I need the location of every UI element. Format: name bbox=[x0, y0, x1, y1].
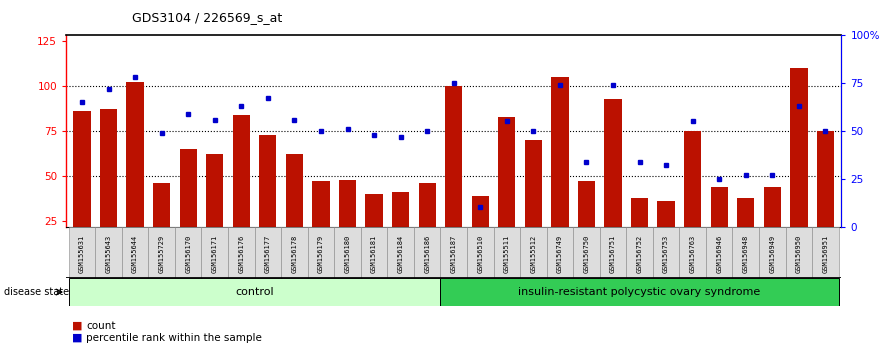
Bar bbox=[711, 187, 728, 266]
Text: GSM156184: GSM156184 bbox=[397, 234, 403, 273]
Bar bbox=[600, 227, 626, 278]
Bar bbox=[100, 109, 117, 266]
Bar bbox=[498, 116, 515, 266]
Bar bbox=[418, 183, 436, 266]
Bar bbox=[233, 115, 250, 266]
Text: GDS3104 / 226569_s_at: GDS3104 / 226569_s_at bbox=[132, 11, 283, 24]
Text: GSM156948: GSM156948 bbox=[743, 234, 749, 273]
Bar bbox=[790, 68, 808, 266]
Text: insulin-resistant polycystic ovary syndrome: insulin-resistant polycystic ovary syndr… bbox=[518, 287, 760, 297]
Bar bbox=[313, 182, 329, 266]
Bar bbox=[653, 227, 679, 278]
Text: control: control bbox=[235, 287, 274, 297]
Bar bbox=[95, 227, 122, 278]
Text: GSM155644: GSM155644 bbox=[132, 234, 138, 273]
Text: GSM156177: GSM156177 bbox=[265, 234, 270, 273]
Bar bbox=[334, 227, 361, 278]
Bar bbox=[684, 131, 701, 266]
Bar bbox=[392, 192, 410, 266]
Bar bbox=[388, 227, 414, 278]
Bar bbox=[817, 131, 834, 266]
Text: GSM156750: GSM156750 bbox=[583, 234, 589, 273]
Text: GSM156179: GSM156179 bbox=[318, 234, 324, 273]
Text: GSM156186: GSM156186 bbox=[424, 234, 430, 273]
Bar bbox=[520, 227, 546, 278]
Bar bbox=[546, 227, 574, 278]
Text: GSM155643: GSM155643 bbox=[106, 234, 112, 273]
Bar bbox=[445, 86, 463, 266]
Text: GSM156181: GSM156181 bbox=[371, 234, 377, 273]
Text: disease state: disease state bbox=[4, 287, 70, 297]
Text: GSM156510: GSM156510 bbox=[478, 234, 484, 273]
Bar bbox=[307, 227, 334, 278]
Bar bbox=[361, 227, 388, 278]
Bar bbox=[153, 183, 170, 266]
Bar bbox=[467, 227, 493, 278]
Text: GSM156950: GSM156950 bbox=[796, 234, 802, 273]
Bar bbox=[69, 227, 95, 278]
Bar bbox=[679, 227, 706, 278]
Bar bbox=[552, 77, 568, 266]
Bar bbox=[440, 278, 839, 306]
Bar bbox=[525, 140, 542, 266]
Bar bbox=[285, 154, 303, 266]
Bar bbox=[732, 227, 759, 278]
Bar bbox=[339, 180, 356, 266]
Text: GSM156751: GSM156751 bbox=[610, 234, 616, 273]
Bar bbox=[786, 227, 812, 278]
Bar bbox=[206, 154, 224, 266]
Bar bbox=[228, 227, 255, 278]
Text: GSM156752: GSM156752 bbox=[637, 234, 642, 273]
Bar bbox=[440, 227, 467, 278]
Bar bbox=[281, 227, 307, 278]
Text: GSM156176: GSM156176 bbox=[238, 234, 244, 273]
Bar bbox=[73, 111, 91, 266]
Bar bbox=[471, 196, 489, 266]
Bar bbox=[69, 278, 440, 306]
Bar bbox=[414, 227, 440, 278]
Bar bbox=[574, 227, 600, 278]
Text: ■: ■ bbox=[72, 321, 83, 331]
Text: percentile rank within the sample: percentile rank within the sample bbox=[86, 333, 263, 343]
Bar bbox=[706, 227, 732, 278]
Bar bbox=[493, 227, 520, 278]
Bar bbox=[657, 201, 675, 266]
Text: GSM156749: GSM156749 bbox=[557, 234, 563, 273]
Text: GSM156180: GSM156180 bbox=[344, 234, 351, 273]
Bar bbox=[122, 227, 148, 278]
Text: GSM156753: GSM156753 bbox=[663, 234, 670, 273]
Bar bbox=[812, 227, 839, 278]
Text: GSM156170: GSM156170 bbox=[185, 234, 191, 273]
Bar bbox=[259, 135, 277, 266]
Text: GSM156946: GSM156946 bbox=[716, 234, 722, 273]
Text: GSM155729: GSM155729 bbox=[159, 234, 165, 273]
Bar bbox=[202, 227, 228, 278]
Text: GSM156949: GSM156949 bbox=[769, 234, 775, 273]
Bar bbox=[255, 227, 281, 278]
Bar bbox=[604, 98, 622, 266]
Text: GSM156171: GSM156171 bbox=[211, 234, 218, 273]
Text: GSM156187: GSM156187 bbox=[451, 234, 456, 273]
Bar bbox=[759, 227, 786, 278]
Bar bbox=[180, 149, 196, 266]
Bar bbox=[127, 82, 144, 266]
Bar bbox=[631, 198, 648, 266]
Text: GSM156763: GSM156763 bbox=[690, 234, 696, 273]
Text: GSM156178: GSM156178 bbox=[292, 234, 298, 273]
Text: GSM155512: GSM155512 bbox=[530, 234, 537, 273]
Bar bbox=[175, 227, 202, 278]
Bar bbox=[764, 187, 781, 266]
Text: GSM155631: GSM155631 bbox=[79, 234, 85, 273]
Bar bbox=[578, 182, 595, 266]
Bar bbox=[148, 227, 175, 278]
Text: GSM155511: GSM155511 bbox=[504, 234, 510, 273]
Bar bbox=[626, 227, 653, 278]
Text: ■: ■ bbox=[72, 333, 83, 343]
Text: count: count bbox=[86, 321, 115, 331]
Bar bbox=[737, 198, 754, 266]
Text: GSM156951: GSM156951 bbox=[823, 234, 828, 273]
Bar bbox=[366, 194, 382, 266]
